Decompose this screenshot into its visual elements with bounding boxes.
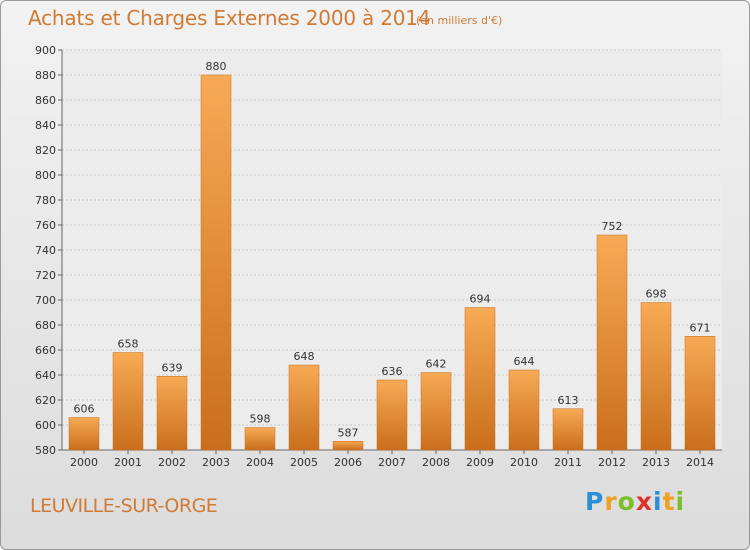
data-label-2014: 671 — [690, 321, 711, 334]
x-tick-label-2002: 2002 — [158, 456, 186, 469]
bar-2007 — [376, 379, 408, 451]
x-tick-label-2014: 2014 — [686, 456, 714, 469]
logo-letter: x — [635, 487, 653, 516]
logo-letter: o — [617, 487, 636, 516]
logo-letter: i — [675, 487, 686, 516]
logo-letter: P — [585, 487, 605, 516]
x-tick-label-2006: 2006 — [334, 456, 362, 469]
bar-2001 — [112, 352, 144, 451]
bar-2005 — [288, 364, 320, 451]
x-tick-label-2011: 2011 — [554, 456, 582, 469]
x-tick-label-2003: 2003 — [202, 456, 230, 469]
x-tick-label-2001: 2001 — [114, 456, 142, 469]
data-label-2009: 694 — [470, 293, 491, 306]
bars: 606 658 639 880 598 648 587 636 642 694 644 613 752 6… — [68, 60, 716, 451]
data-label-2013: 698 — [646, 288, 667, 301]
data-label-2011: 613 — [558, 394, 579, 407]
y-tick-label: 620 — [35, 394, 56, 407]
bar-2003 — [200, 74, 232, 451]
data-label-2005: 648 — [294, 350, 315, 363]
proxiti-logo: Proxiti — [585, 487, 685, 516]
y-tick-label: 720 — [35, 269, 56, 282]
x-tick-label-2008: 2008 — [422, 456, 450, 469]
data-label-2010: 644 — [514, 355, 535, 368]
y-tick-label: 820 — [35, 144, 56, 157]
y-tick-label: 640 — [35, 369, 56, 382]
bar-2002 — [156, 376, 188, 451]
y-tick-label: 840 — [35, 119, 56, 132]
x-tick-label-2012: 2012 — [598, 456, 626, 469]
axes: 580 600 620 640 660 680 700 720 740 760 780 800 820 8… — [35, 44, 722, 469]
bar-2014 — [684, 336, 716, 451]
y-tick-label: 880 — [35, 69, 56, 82]
data-label-2003: 880 — [206, 60, 227, 73]
x-tick-label-2004: 2004 — [246, 456, 274, 469]
y-tick-label: 680 — [35, 319, 56, 332]
bar-2011 — [552, 408, 584, 451]
bar-2010 — [508, 369, 540, 451]
bar-2000 — [68, 417, 100, 451]
y-tick-label: 600 — [35, 419, 56, 432]
x-tick-label-2005: 2005 — [290, 456, 318, 469]
bar-2008 — [420, 372, 452, 451]
chart-unit: (en milliers d'€) — [416, 14, 503, 27]
data-label-2006: 587 — [338, 426, 359, 439]
bar-2009 — [464, 307, 496, 451]
logo-letter: r — [604, 487, 618, 516]
data-label-2001: 658 — [118, 338, 139, 351]
y-tick-label: 780 — [35, 194, 56, 207]
x-tick-label-2013: 2013 — [642, 456, 670, 469]
logo-letter: i — [653, 487, 663, 516]
logo-letter: t — [662, 487, 676, 516]
bar-2004 — [244, 427, 276, 451]
data-label-2008: 642 — [426, 358, 447, 371]
x-tick-label-2000: 2000 — [70, 456, 98, 469]
data-label-2000: 606 — [74, 403, 95, 416]
bar-2012 — [596, 234, 628, 451]
commune-name: LEUVILLE-SUR-ORGE — [30, 495, 218, 517]
bar-2013 — [640, 302, 672, 451]
x-tick-label-2009: 2009 — [466, 456, 494, 469]
y-tick-label: 800 — [35, 169, 56, 182]
y-tick-label: 580 — [35, 444, 56, 457]
y-tick-label: 860 — [35, 94, 56, 107]
x-tick-label-2010: 2010 — [510, 456, 538, 469]
data-label-2012: 752 — [602, 220, 623, 233]
y-tick-label: 740 — [35, 244, 56, 257]
chart-title: Achats et Charges Externes 2000 à 2014 — [28, 6, 431, 30]
y-tick-label: 700 — [35, 294, 56, 307]
y-tick-label: 660 — [35, 344, 56, 357]
x-tick-label-2007: 2007 — [378, 456, 406, 469]
data-label-2004: 598 — [250, 413, 271, 426]
data-label-2002: 639 — [162, 361, 183, 374]
y-tick-label: 760 — [35, 219, 56, 232]
data-label-2007: 636 — [382, 365, 403, 378]
bar-2006 — [332, 441, 364, 451]
y-tick-label: 900 — [35, 44, 56, 57]
